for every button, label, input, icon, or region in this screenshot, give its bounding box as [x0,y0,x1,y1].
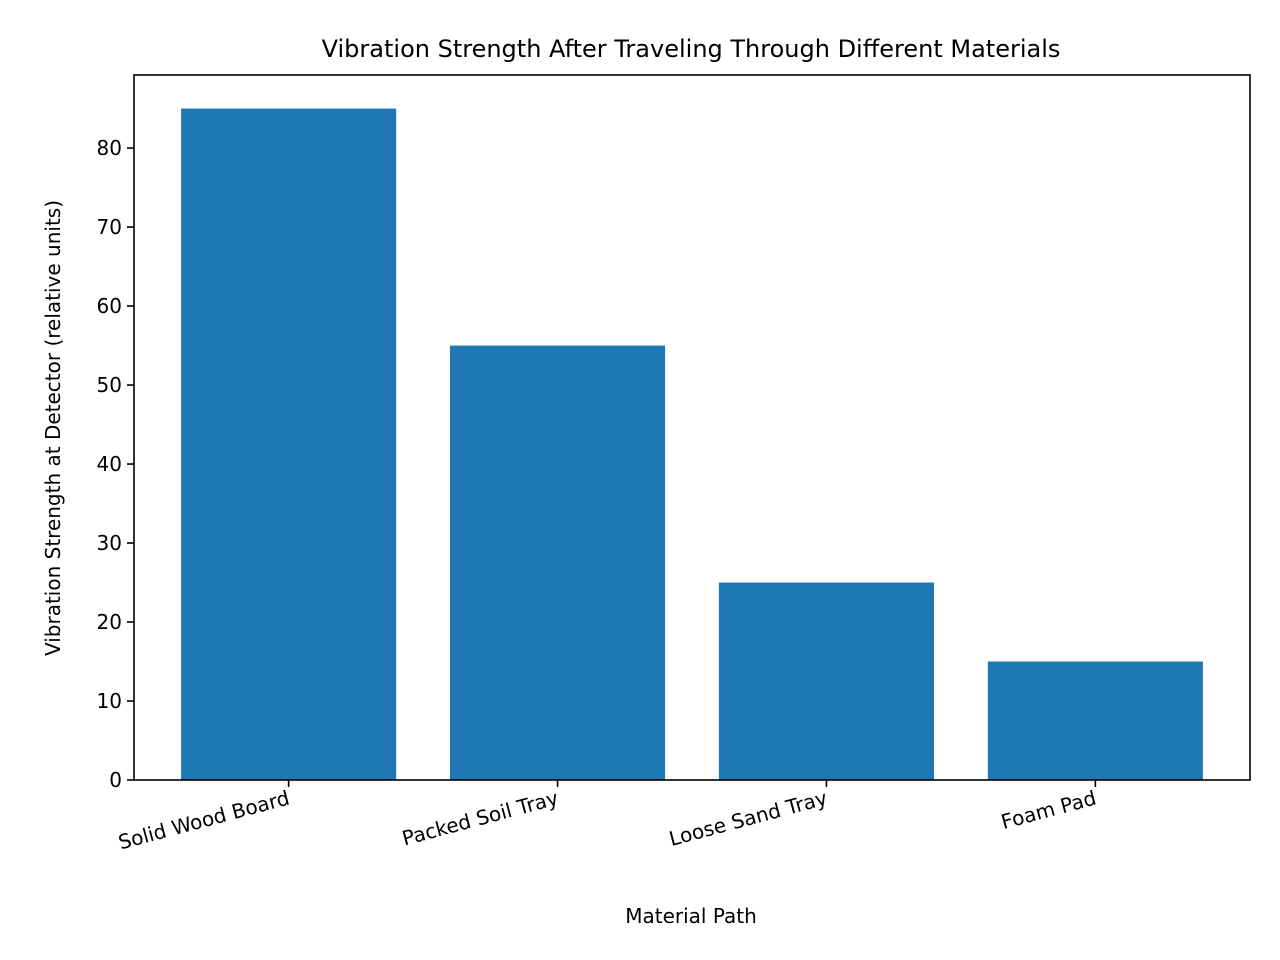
bar-packed-soil-tray [449,345,666,780]
y-tick-label: 10 [97,689,122,713]
bar-foam-pad [987,661,1203,780]
y-tick-label: 20 [97,610,122,634]
x-tick-label: Solid Wood Board [116,786,292,855]
x-axis-label: Material Path [625,904,757,928]
x-axis-ticks: Solid Wood Board Packed Soil Tray Loose Sa… [116,780,1099,854]
bar-solid-wood-board [181,108,397,781]
y-tick-label: 60 [97,294,122,318]
y-tick-label: 70 [97,215,122,239]
x-tick-label: Foam Pad [999,786,1099,834]
x-tick-label: Packed Soil Tray [399,786,561,851]
y-tick-label: 40 [97,452,122,476]
x-tick-label: Loose Sand Tray [666,786,829,851]
bar-loose-sand-tray [718,582,935,780]
chart-title: Vibration Strength After Traveling Throu… [322,35,1061,63]
axes-layer [133,74,1251,781]
y-tick-label: 80 [97,136,122,160]
y-axis-label: Vibration Strength at Detector (relative… [41,200,65,656]
y-tick-label: 30 [97,531,122,555]
plot-area-frame [133,74,1251,781]
bars-layer [181,108,1203,781]
y-tick-label: 0 [109,768,122,792]
y-axis-ticks: 0 10 20 30 40 50 60 70 80 [97,136,134,792]
y-tick-label: 50 [97,373,122,397]
